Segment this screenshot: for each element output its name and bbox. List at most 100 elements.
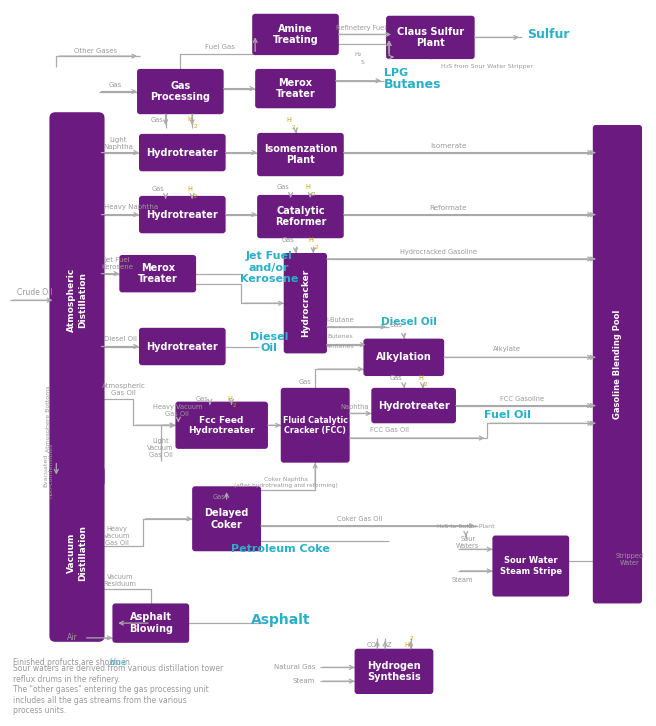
FancyBboxPatch shape bbox=[137, 69, 224, 114]
Text: Z: Z bbox=[387, 642, 391, 648]
Text: Jet Fuel
Kerosene: Jet Fuel Kerosene bbox=[102, 257, 134, 270]
Text: 2: 2 bbox=[233, 403, 236, 408]
Text: Gas: Gas bbox=[281, 237, 294, 243]
Text: Refinetery Fuel: Refinetery Fuel bbox=[337, 25, 386, 30]
Text: Stripped
Water: Stripped Water bbox=[615, 552, 644, 566]
Text: Alkylation: Alkylation bbox=[376, 352, 432, 362]
Text: Crude Oil: Crude Oil bbox=[17, 288, 52, 297]
Text: Gas
Processing: Gas Processing bbox=[150, 81, 211, 102]
Text: Alkylate: Alkylate bbox=[493, 346, 521, 352]
FancyBboxPatch shape bbox=[139, 328, 226, 365]
Text: Natural Gas: Natural Gas bbox=[274, 664, 315, 670]
FancyBboxPatch shape bbox=[175, 401, 268, 449]
Text: Butenes: Butenes bbox=[327, 334, 353, 339]
FancyBboxPatch shape bbox=[257, 195, 344, 238]
Text: Steam: Steam bbox=[293, 678, 315, 684]
FancyBboxPatch shape bbox=[281, 388, 350, 462]
Text: Jet Fuel
and/or
Kerosene: Jet Fuel and/or Kerosene bbox=[239, 251, 298, 285]
Text: H: H bbox=[188, 116, 193, 122]
Text: Atmospheric
Gas Oil: Atmospheric Gas Oil bbox=[102, 383, 146, 396]
Text: Vacuum
Residuum: Vacuum Residuum bbox=[104, 574, 136, 587]
Text: Delayed
Coker: Delayed Coker bbox=[205, 508, 249, 529]
Text: Air: Air bbox=[67, 633, 77, 643]
Text: Gas: Gas bbox=[195, 396, 209, 401]
Text: Gas: Gas bbox=[276, 184, 289, 190]
FancyBboxPatch shape bbox=[355, 649, 434, 694]
Text: LPG: LPG bbox=[384, 68, 409, 78]
Text: Hydrocracked Gasoline: Hydrocracked Gasoline bbox=[400, 249, 477, 255]
Text: H: H bbox=[286, 117, 291, 123]
Text: Petroleum Coke: Petroleum Coke bbox=[232, 544, 330, 554]
FancyBboxPatch shape bbox=[255, 69, 336, 108]
Text: Amine
Treating: Amine Treating bbox=[273, 24, 318, 45]
FancyBboxPatch shape bbox=[593, 125, 642, 603]
Text: Gas: Gas bbox=[390, 375, 402, 381]
Text: Gas: Gas bbox=[109, 81, 122, 88]
Text: H₂S from Sour Water Stripper: H₂S from Sour Water Stripper bbox=[441, 65, 533, 70]
Text: Asphalt
Blowing: Asphalt Blowing bbox=[129, 612, 173, 634]
Text: Isomenzation
Plant: Isomenzation Plant bbox=[264, 144, 337, 166]
Text: Light
Naphtha: Light Naphtha bbox=[104, 137, 133, 150]
Text: i-Butane: i-Butane bbox=[326, 317, 354, 323]
Text: Sour
Waters: Sour Waters bbox=[456, 536, 480, 549]
Text: Claus Sulfur
Plant: Claus Sulfur Plant bbox=[397, 27, 464, 48]
Text: H: H bbox=[306, 184, 311, 190]
Text: Coker Gas Oil: Coker Gas Oil bbox=[337, 515, 382, 522]
Text: Merox
Treater: Merox Treater bbox=[276, 78, 316, 99]
Text: Sour waters are derived from various distillation tower
reflux drums in the refi: Sour waters are derived from various dis… bbox=[13, 664, 223, 715]
Text: Fluid Catalytic
Cracker (FCC): Fluid Catalytic Cracker (FCC) bbox=[283, 415, 348, 435]
FancyBboxPatch shape bbox=[363, 338, 444, 376]
FancyBboxPatch shape bbox=[252, 14, 339, 55]
Text: Hydrogen
Synthesis: Hydrogen Synthesis bbox=[367, 661, 421, 682]
Text: Finished profucts are shown in: Finished profucts are shown in bbox=[13, 658, 133, 666]
Text: Gas: Gas bbox=[299, 379, 312, 385]
Text: 2: 2 bbox=[424, 383, 427, 388]
Text: 2: 2 bbox=[410, 637, 413, 641]
Text: Hydrotreater: Hydrotreater bbox=[146, 341, 218, 351]
Text: Fuel Oil: Fuel Oil bbox=[483, 410, 531, 420]
Text: Merox
Treater: Merox Treater bbox=[138, 263, 178, 285]
FancyBboxPatch shape bbox=[49, 113, 104, 489]
Text: Hydrocracker: Hydrocracker bbox=[301, 269, 310, 338]
Text: Catalytic
Reformer: Catalytic Reformer bbox=[275, 205, 326, 227]
Text: H: H bbox=[188, 186, 193, 192]
Text: Hydrotreater: Hydrotreater bbox=[146, 210, 218, 219]
Text: Heavy Vacuum
Gas Oil: Heavy Vacuum Gas Oil bbox=[153, 404, 202, 417]
Text: blue: blue bbox=[109, 658, 126, 666]
Text: Other Gases: Other Gases bbox=[74, 48, 117, 54]
Text: H₂: H₂ bbox=[354, 52, 361, 57]
Text: Pentenes: Pentenes bbox=[325, 344, 354, 349]
Text: Diesel
Oil: Diesel Oil bbox=[250, 332, 288, 354]
FancyBboxPatch shape bbox=[493, 536, 569, 597]
Text: Atmospheric
Distillation: Atmospheric Distillation bbox=[68, 268, 87, 333]
Text: Gas: Gas bbox=[152, 186, 164, 192]
Text: Sour Water
Steam Stripe: Sour Water Steam Stripe bbox=[500, 556, 562, 576]
Text: Sulfur: Sulfur bbox=[527, 28, 569, 41]
FancyBboxPatch shape bbox=[139, 134, 226, 171]
Text: H: H bbox=[418, 375, 423, 381]
Text: Light
Vacuum
Gas Oil: Light Vacuum Gas Oil bbox=[148, 438, 174, 458]
Text: Coker Naphtha
(after hydrotreating and reforming): Coker Naphtha (after hydrotreating and r… bbox=[234, 477, 338, 488]
FancyBboxPatch shape bbox=[112, 603, 189, 643]
Text: Fcc Feed
Hydrotreater: Fcc Feed Hydrotreater bbox=[188, 415, 255, 435]
Text: 2: 2 bbox=[314, 245, 318, 250]
FancyBboxPatch shape bbox=[119, 255, 196, 293]
Text: Gas: Gas bbox=[390, 322, 402, 328]
Text: 2: 2 bbox=[194, 123, 197, 129]
Text: FCC Gasoline: FCC Gasoline bbox=[500, 396, 544, 401]
Text: S: S bbox=[361, 60, 364, 65]
FancyBboxPatch shape bbox=[371, 388, 456, 423]
Text: H: H bbox=[309, 237, 314, 243]
Text: H: H bbox=[227, 396, 232, 401]
Text: Hydrotreater: Hydrotreater bbox=[378, 401, 449, 411]
Text: 2: 2 bbox=[312, 192, 315, 197]
FancyBboxPatch shape bbox=[283, 253, 327, 354]
Text: Heavy
Vacuum
Gas Oil: Heavy Vacuum Gas Oil bbox=[104, 526, 130, 547]
Text: Naphtha: Naphtha bbox=[340, 404, 369, 409]
Text: Hydrotreater: Hydrotreater bbox=[146, 147, 218, 158]
Text: Gas: Gas bbox=[150, 117, 163, 123]
Text: Isomerate: Isomerate bbox=[430, 143, 466, 149]
FancyBboxPatch shape bbox=[386, 16, 475, 59]
Text: Reformate: Reformate bbox=[429, 205, 467, 211]
Text: Butanes: Butanes bbox=[384, 78, 441, 91]
